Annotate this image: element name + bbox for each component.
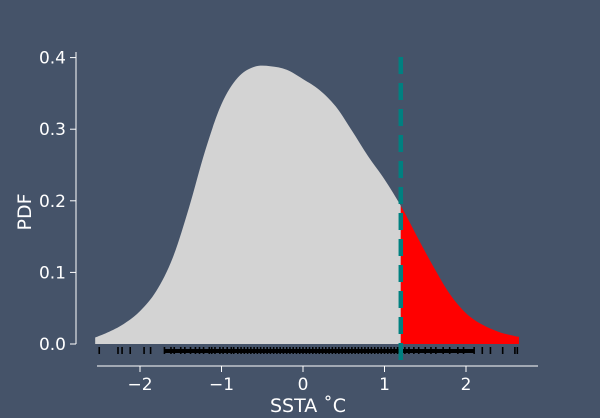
y-ticks: 0.0 0.1 0.2 0.3 0.4 xyxy=(39,49,76,355)
density-area xyxy=(95,65,401,344)
axes-layer xyxy=(75,52,538,367)
area-layer xyxy=(95,65,519,344)
x-tick-label: −1 xyxy=(209,375,234,395)
x-axis-label: SSTA ˚C xyxy=(270,395,346,417)
rug-band xyxy=(164,349,475,353)
x-tick-label: −2 xyxy=(127,375,152,395)
y-tick-label: 0.4 xyxy=(39,49,66,69)
tail-area xyxy=(400,205,519,344)
x-tick-label: 1 xyxy=(379,375,390,395)
x-tick-label: 2 xyxy=(461,375,472,395)
rug-layer xyxy=(98,347,519,354)
y-tick-label: 0.3 xyxy=(39,120,66,140)
y-tick-label: 0.2 xyxy=(39,192,66,212)
y-tick-label: 0.0 xyxy=(39,335,66,355)
x-tick-label: 0 xyxy=(298,375,309,395)
y-axis-label: PDF xyxy=(14,193,36,230)
y-tick-label: 0.1 xyxy=(39,263,66,283)
x-ticks: −2 −1 0 1 2 xyxy=(127,366,471,395)
